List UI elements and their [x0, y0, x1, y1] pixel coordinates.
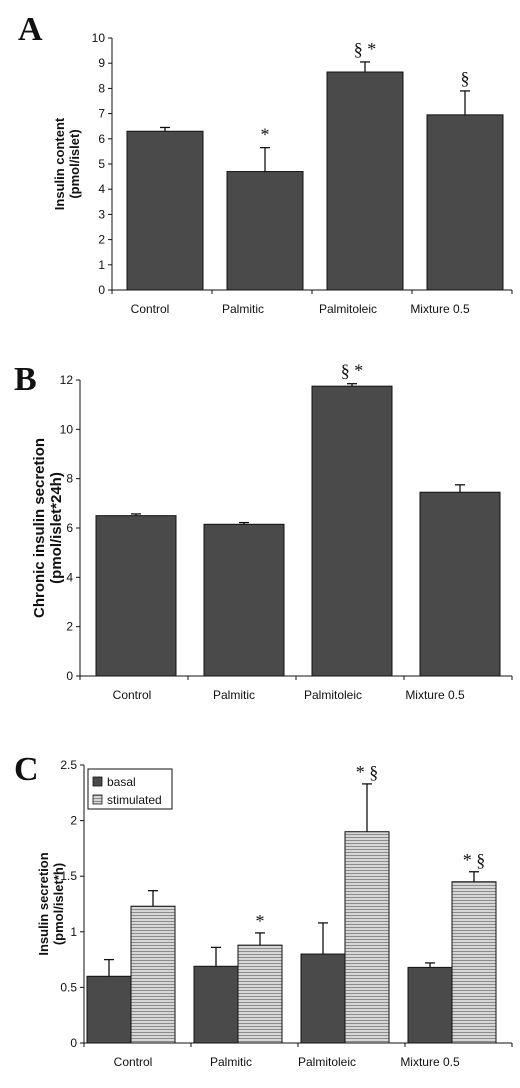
bar-basal: [407, 966, 453, 1044]
y-tick-label: 6: [98, 132, 105, 146]
y-tick-label: 2: [98, 233, 105, 247]
y-axis-label-line: Insulin secretion: [36, 852, 51, 955]
y-axis-label: Chronic insulin secretion(pmol/islet*24h…: [31, 438, 65, 618]
y-tick-label: 1: [98, 258, 105, 272]
category-label: Mixture 0.5: [405, 688, 465, 702]
bar: [311, 385, 393, 677]
panel-letter: B: [14, 361, 37, 398]
bar: [203, 523, 285, 677]
y-tick-label: 9: [98, 56, 105, 70]
category-label: Palmitoleic: [304, 688, 362, 702]
y-tick-label: 7: [98, 107, 105, 121]
panel-letter: C: [14, 751, 39, 788]
significance-marker: * §: [356, 762, 379, 782]
chart-panel-b: B 0 2 4 6 8 10 12 Control Palmitic Palmitoleic Mixt…: [14, 361, 513, 702]
y-tick-label: 10: [92, 31, 106, 45]
category-label: Control: [131, 302, 170, 316]
bar: [326, 71, 404, 291]
category-label: Mixture 0.5: [410, 302, 470, 316]
bar-basal: [300, 953, 346, 1044]
bar-stimulated: [130, 905, 176, 1044]
y-axis-label-units: (pmol/islet): [67, 129, 82, 198]
y-tick-label: 12: [60, 373, 74, 387]
y-tick-label: 0: [70, 1036, 77, 1050]
y-tick-label: 10: [60, 422, 74, 436]
y-tick-label: 0: [66, 669, 73, 683]
y-tick-label: 1.5: [60, 869, 77, 883]
significance-marker: *: [256, 911, 265, 931]
significance-marker: * §: [463, 850, 486, 870]
bar: [126, 130, 204, 291]
y-tick-label: 8: [98, 81, 105, 95]
significance-marker: § *: [341, 361, 364, 381]
y-tick-label: 4: [98, 182, 105, 196]
y-tick-label: 3: [98, 207, 105, 221]
legend: basal stimulated: [87, 768, 173, 810]
y-tick-label: 8: [66, 472, 73, 486]
category-label: Palmitic: [213, 688, 255, 702]
bar-stimulated: [451, 881, 497, 1044]
significance-marker: *: [261, 125, 270, 145]
legend-label-basal: basal: [107, 775, 136, 789]
bar: [419, 491, 501, 677]
category-label: Palmitoleic: [319, 302, 377, 316]
y-tick-label: 0: [98, 283, 105, 297]
legend-swatch-stimulated: [92, 794, 103, 805]
y-axis-label-line: Chronic insulin secretion: [31, 438, 48, 618]
category-label: Control: [113, 688, 152, 702]
y-tick-label: 1: [70, 925, 77, 939]
bar-stimulated: [237, 944, 283, 1044]
chart-panel-a: A 0 1 2 3 4 5 6 7 8 9 10 Control Palmitic Palmitoleic M…: [18, 11, 513, 316]
y-tick-label: 4: [66, 570, 73, 584]
category-label: Control: [114, 1055, 153, 1069]
y-axis-label: Insulin content(pmol/islet): [52, 117, 82, 210]
category-label: Mixture 0.5: [400, 1055, 460, 1069]
bar: [95, 515, 177, 677]
y-tick-label: 2: [70, 814, 77, 828]
bar-basal: [193, 965, 239, 1044]
legend-label-stimulated: stimulated: [107, 793, 162, 807]
bar-basal: [86, 975, 132, 1044]
y-axis-label-units: (pmol/islet*h): [51, 863, 66, 945]
y-tick-label: 5: [98, 157, 105, 171]
bar: [426, 114, 504, 291]
significance-marker: §: [461, 68, 470, 88]
y-tick-label: 0.5: [60, 980, 77, 994]
category-label: Palmitic: [210, 1055, 252, 1069]
y-tick-label: 2.5: [60, 758, 77, 772]
category-label: Palmitoleic: [298, 1055, 356, 1069]
y-axis-label: Insulin secretion(pmol/islet*h): [36, 852, 66, 955]
category-label: Palmitic: [222, 302, 264, 316]
significance-marker: § *: [354, 39, 377, 59]
y-tick-label: 2: [66, 620, 73, 634]
bar-stimulated: [344, 831, 390, 1044]
y-axis-label-units: (pmol/islet*24h): [48, 472, 65, 584]
panel-letter: A: [18, 11, 43, 48]
y-tick-label: 6: [66, 521, 73, 535]
y-axis-label-line: Insulin content: [52, 117, 67, 210]
chart-panel-c: C 0 0.5 1 1.5 2 2.5 Control Palmitic Palmitoleic M…: [14, 751, 513, 1069]
legend-swatch-basal: [92, 776, 103, 787]
bar: [226, 171, 304, 291]
